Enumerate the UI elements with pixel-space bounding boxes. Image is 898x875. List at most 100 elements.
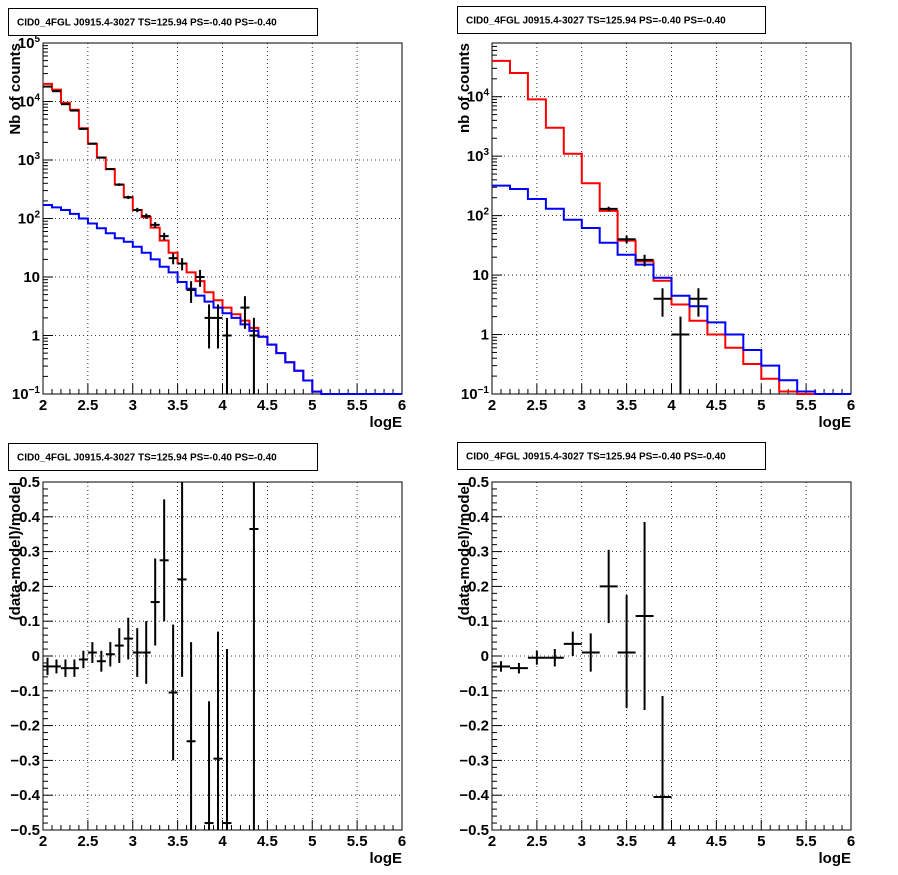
data-point (168, 624, 178, 761)
x-tick-label: 6 (847, 833, 855, 850)
y-tick-label: 103 (467, 147, 490, 165)
x-tick-label: 2.5 (526, 397, 547, 414)
data-point (545, 649, 564, 667)
data-point (653, 696, 672, 830)
y-tick-label: −0.2 (459, 718, 489, 735)
data-point (123, 195, 133, 200)
x-tick-label: 3 (578, 833, 586, 850)
y-tick-label: −0.1 (459, 683, 489, 700)
chart-title-box (457, 6, 766, 34)
x-tick-label: 2 (39, 833, 47, 850)
data-point (123, 617, 133, 660)
x-tick-label: 2.5 (526, 833, 547, 850)
histogram-series-2 (492, 184, 851, 395)
x-tick-label: 4 (667, 397, 676, 414)
x-axis-title: logE (819, 850, 852, 867)
x-tick-label: 2 (39, 397, 47, 414)
y-tick-label: 104 (467, 88, 490, 106)
chart-panel-3: CID0_4FGL J0915.4-3027 TS=125.94 PS=-0.4… (7, 443, 406, 867)
y-tick-label: −0.3 (459, 752, 489, 769)
x-tick-label: 5.5 (347, 397, 368, 414)
y-tick-label: 0.3 (468, 544, 489, 561)
y-axis-title: (data-model)/model (456, 482, 473, 620)
data-point (527, 650, 546, 665)
chart-title-box (8, 8, 318, 36)
y-tick-label: −0.5 (10, 822, 40, 839)
y-tick-label: −0.5 (459, 822, 489, 839)
histogram-series-2 (43, 204, 402, 395)
x-tick-label: 5 (757, 397, 765, 414)
y-tick-label: 0.4 (468, 509, 490, 526)
data-point (222, 649, 232, 830)
x-tick-label: 5 (308, 833, 316, 850)
data-point (563, 631, 582, 656)
y-tick-label: −0.4 (10, 787, 40, 804)
y-tick-label: 102 (467, 207, 490, 225)
data-point (69, 659, 79, 677)
x-tick-label: 4 (218, 833, 227, 850)
y-tick-label: 104 (18, 93, 41, 111)
y-tick-label: 1 (481, 327, 489, 344)
data-point (78, 650, 88, 669)
data-point (240, 296, 250, 329)
x-tick-label: 5.5 (347, 833, 368, 850)
data-point (186, 642, 196, 830)
y-tick-label: 0.3 (19, 544, 40, 561)
chart-panel-1: CID0_4FGL J0915.4-3027 TS=125.94 PS=-0.4… (7, 8, 406, 431)
data-point (105, 642, 115, 667)
data-point (87, 642, 97, 663)
data-point (96, 650, 106, 672)
x-tick-label: 3.5 (616, 397, 637, 414)
data-point (213, 631, 223, 830)
x-tick-label: 3 (129, 397, 137, 414)
x-tick-label: 3 (129, 833, 137, 850)
data-point (114, 183, 124, 186)
histogram-series-1 (492, 59, 851, 395)
data-point (635, 522, 654, 710)
y-tick-label: 0.1 (19, 613, 40, 630)
data-point (60, 659, 70, 677)
y-axis-title: Nb of counts (7, 43, 24, 135)
x-tick-label: 3.5 (167, 397, 188, 414)
y-tick-label: 0.2 (468, 578, 489, 595)
data-point (249, 482, 259, 830)
y-tick-label: −0.4 (459, 787, 489, 804)
data-point (204, 701, 214, 830)
data-point (168, 253, 178, 265)
data-point (132, 207, 142, 213)
chart-title: CID0_4FGL J0915.4-3027 TS=125.94 PS=-0.4… (466, 452, 726, 463)
chart-title-box (457, 442, 766, 470)
y-tick-label: 10−1 (461, 385, 490, 403)
x-tick-label: 4.5 (706, 397, 727, 414)
data-point (60, 103, 70, 106)
chart-title: CID0_4FGL J0915.4-3027 TS=125.94 PS=-0.4… (17, 453, 277, 464)
data-point (105, 168, 115, 171)
y-tick-label: 0 (481, 648, 489, 665)
data-point (177, 258, 187, 271)
chart-title-box (8, 443, 318, 471)
chart-panel-2: CID0_4FGL J0915.4-3027 TS=125.94 PS=-0.4… (456, 6, 855, 431)
y-tick-label: −0.1 (10, 683, 40, 700)
x-axis-title: logE (819, 414, 852, 431)
y-tick-label: 0.5 (468, 474, 489, 491)
x-tick-label: 5 (757, 833, 765, 850)
y-tick-label: −0.2 (10, 718, 40, 735)
y-tick-label: 0.2 (19, 578, 40, 595)
data-point (186, 281, 196, 303)
y-tick-label: 0.5 (19, 474, 40, 491)
x-tick-label: 5.5 (796, 397, 817, 414)
data-point (150, 222, 160, 228)
x-tick-label: 5.5 (796, 833, 817, 850)
y-tick-label: −0.3 (10, 752, 40, 769)
data-point (635, 254, 654, 267)
data-point (653, 288, 672, 317)
chart-title: CID0_4FGL J0915.4-3027 TS=125.94 PS=-0.4… (17, 18, 277, 29)
x-tick-label: 6 (847, 397, 855, 414)
data-point (492, 661, 510, 672)
x-axis-title: logE (370, 850, 403, 867)
y-tick-label: 0.1 (468, 613, 489, 630)
data-point (87, 142, 97, 145)
x-tick-label: 2.5 (77, 833, 98, 850)
data-point (617, 595, 636, 709)
